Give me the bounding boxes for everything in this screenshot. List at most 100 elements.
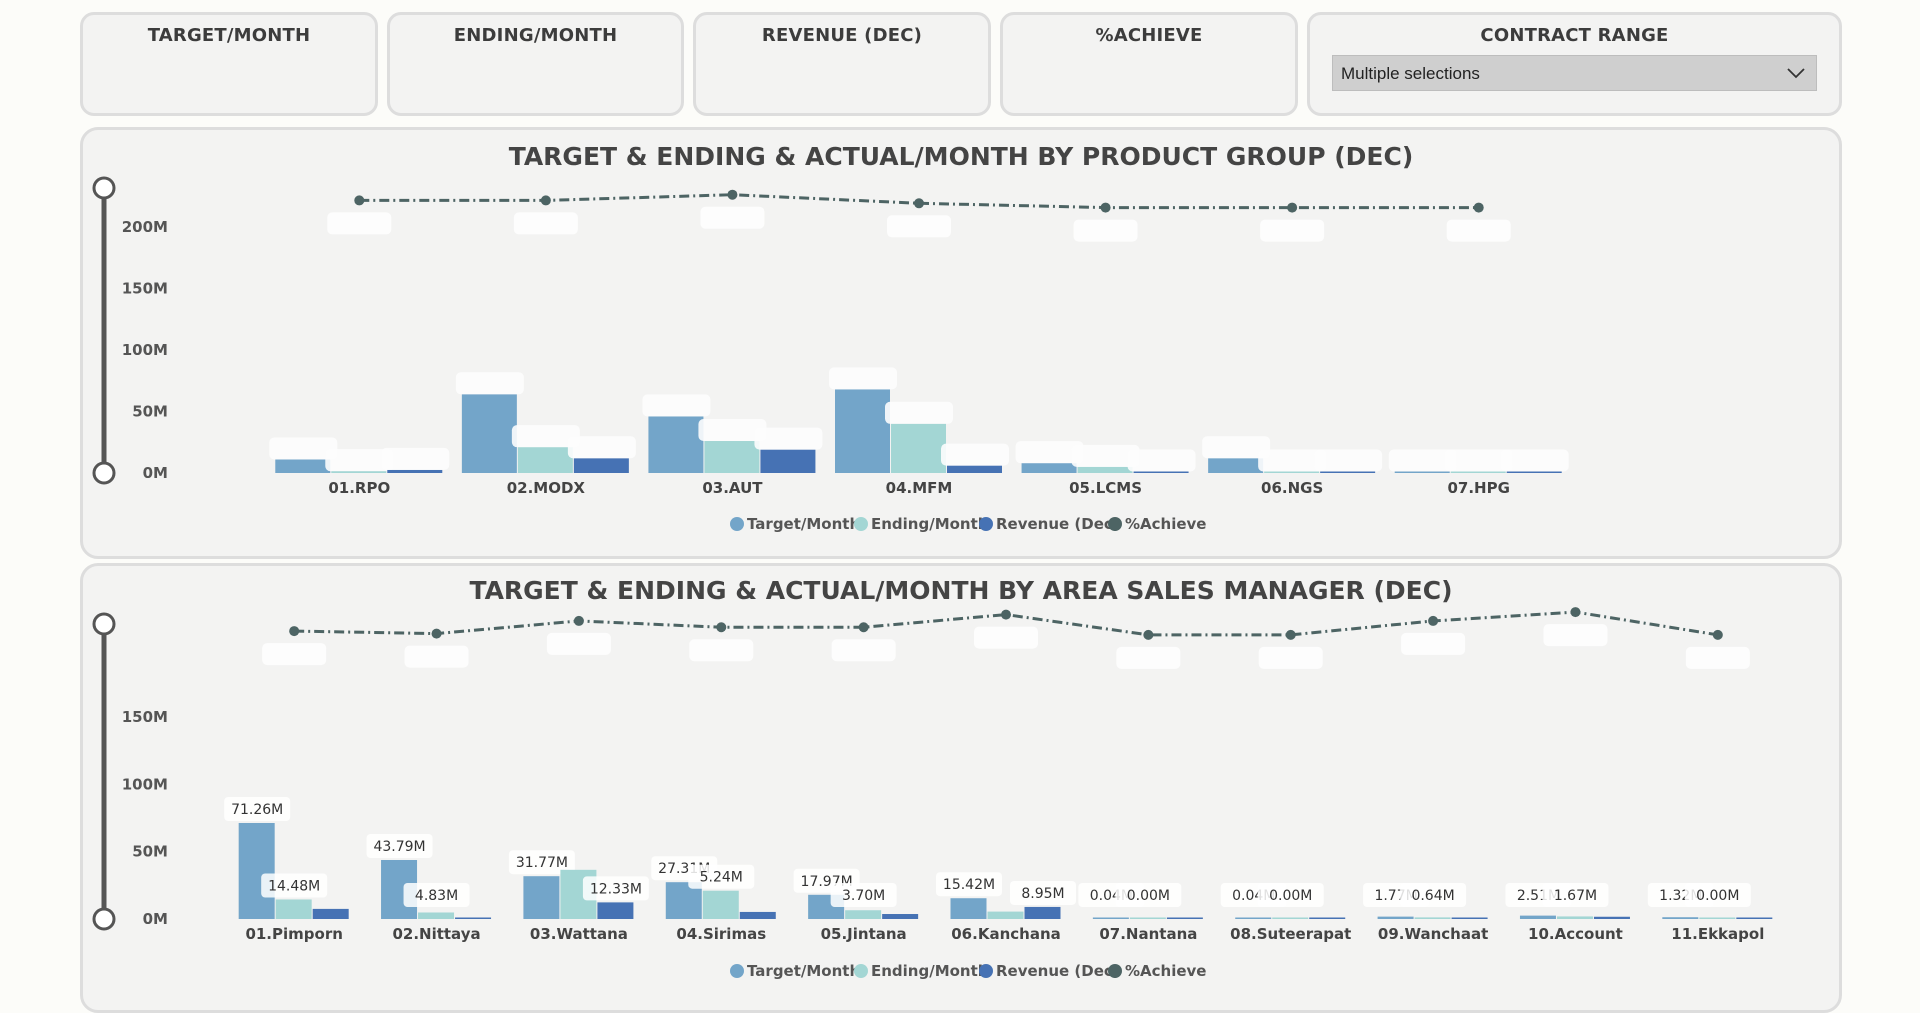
bar-ending-month[interactable]	[987, 911, 1024, 919]
bar-target-month[interactable]	[1662, 917, 1699, 919]
bar-revenue-dec-[interactable]	[387, 469, 443, 473]
legend-marker	[730, 964, 744, 978]
bar-revenue-dec-[interactable]	[739, 911, 776, 919]
data-label: 31.77M	[516, 855, 568, 871]
data-label: 0.00M	[1696, 888, 1739, 904]
achieve-point[interactable]	[573, 615, 584, 626]
bar-target-month[interactable]	[835, 389, 890, 473]
achieve-point[interactable]	[540, 195, 551, 206]
bar-target-month[interactable]	[1377, 916, 1414, 919]
bar-target-month[interactable]	[950, 898, 987, 919]
achieve-point[interactable]	[1100, 202, 1111, 213]
data-label: 14.48M	[268, 878, 320, 894]
achieve-label-placeholder	[689, 639, 754, 662]
bar-revenue-dec-[interactable]	[312, 908, 349, 919]
achieve-point[interactable]	[431, 628, 442, 639]
achieve-point[interactable]	[1712, 629, 1723, 640]
bar-revenue-dec-[interactable]	[455, 917, 492, 920]
bar-ending-month[interactable]	[1129, 917, 1166, 920]
achieve-line[interactable]	[294, 610, 1719, 637]
bar-revenue-dec-[interactable]	[760, 449, 816, 473]
data-label-placeholder	[1071, 444, 1140, 467]
bar-ending-month[interactable]	[517, 447, 573, 473]
bar-target-month[interactable]	[1235, 917, 1272, 920]
achieve-point[interactable]	[716, 622, 727, 633]
zoom-slider-handle-top[interactable]	[92, 176, 116, 200]
bar-revenue-dec-[interactable]	[1506, 471, 1562, 474]
bar-ending-month[interactable]	[1556, 916, 1593, 919]
legend-label: Target/Month	[747, 515, 860, 533]
achieve-point[interactable]	[1473, 202, 1484, 213]
x-axis-category-label: 02.Nittaya	[392, 925, 480, 943]
data-label-bg	[688, 864, 755, 889]
data-label-placeholder	[642, 394, 711, 417]
zoom-slider-handle-bottom[interactable]	[92, 907, 116, 931]
achieve-point[interactable]	[354, 195, 365, 206]
bar-ending-month[interactable]	[331, 471, 387, 473]
bar-revenue-dec-[interactable]	[882, 914, 919, 919]
bar-revenue-dec-[interactable]	[1320, 471, 1376, 474]
bar-target-month[interactable]	[1208, 458, 1264, 473]
data-label-bg	[1115, 883, 1182, 907]
bar-ending-month[interactable]	[845, 910, 882, 919]
bar-revenue-dec-[interactable]	[1133, 471, 1189, 474]
x-axis-category-label: 08.Suteerapat	[1230, 925, 1351, 943]
bar-revenue-dec-[interactable]	[1736, 917, 1773, 920]
bar-target-month[interactable]	[1092, 917, 1129, 920]
bar-target-month[interactable]	[461, 394, 517, 473]
achieve-point[interactable]	[1001, 609, 1011, 620]
data-label-bg	[936, 872, 1002, 897]
achieve-point[interactable]	[1428, 615, 1439, 626]
achieve-label-placeholder	[831, 639, 896, 662]
achieve-label-placeholder	[327, 212, 392, 235]
y-axis-tick-label: 200M	[122, 218, 168, 236]
bar-target-month[interactable]	[275, 459, 331, 473]
bar-target-month[interactable]	[1021, 463, 1077, 473]
bar-ending-month[interactable]	[275, 899, 312, 919]
bar-ending-month[interactable]	[704, 441, 760, 473]
achieve-point[interactable]	[858, 622, 869, 633]
bar-revenue-dec-[interactable]	[1166, 917, 1203, 920]
bar-target-month[interactable]	[648, 416, 704, 473]
bar-ending-month[interactable]	[702, 890, 739, 919]
achieve-point[interactable]	[727, 189, 738, 200]
bar-target-month[interactable]	[523, 876, 560, 919]
legend-marker	[730, 517, 744, 531]
bar-ending-month[interactable]	[1450, 471, 1506, 474]
data-label: 5.24M	[700, 870, 743, 886]
zoom-slider-handle-top[interactable]	[92, 612, 116, 636]
data-label-placeholder	[1314, 449, 1383, 472]
y-axis-tick-label: 0M	[143, 464, 168, 482]
bar-ending-month[interactable]	[1272, 917, 1309, 920]
bar-revenue-dec-[interactable]	[573, 458, 629, 473]
achieve-point[interactable]	[1570, 607, 1581, 618]
data-label-bg	[1542, 883, 1609, 907]
bar-revenue-dec-[interactable]	[597, 902, 634, 919]
bar-ending-month[interactable]	[891, 423, 946, 473]
bar-revenue-dec-[interactable]	[1593, 916, 1630, 919]
achieve-point[interactable]	[914, 198, 924, 209]
bar-ending-month[interactable]	[1077, 466, 1133, 473]
contract-range-dropdown[interactable]: Multiple selections	[1332, 55, 1817, 91]
zoom-slider-handle-bottom[interactable]	[92, 461, 116, 485]
bar-target-month[interactable]	[1394, 471, 1450, 474]
legend-label: Ending/Month	[871, 515, 988, 533]
bar-ending-month[interactable]	[418, 912, 455, 919]
bar-revenue-dec-[interactable]	[1024, 906, 1061, 919]
bar-revenue-dec-[interactable]	[947, 465, 1002, 473]
achieve-point[interactable]	[1285, 629, 1296, 640]
bar-revenue-dec-[interactable]	[1451, 917, 1488, 920]
bar-revenue-dec-[interactable]	[1309, 917, 1346, 920]
achieve-point[interactable]	[289, 626, 300, 637]
bar-ending-month[interactable]	[1264, 471, 1320, 474]
bar-ending-month[interactable]	[1414, 917, 1451, 919]
data-label-placeholder	[941, 443, 1009, 466]
bar-target-month[interactable]	[238, 822, 275, 919]
bar-target-month[interactable]	[1519, 915, 1556, 919]
achieve-point[interactable]	[1287, 202, 1298, 213]
data-label: 8.95M	[1021, 886, 1064, 902]
bar-ending-month[interactable]	[1699, 917, 1736, 920]
achieve-point[interactable]	[1143, 629, 1154, 640]
data-label: 3.70M	[842, 888, 885, 904]
contract-range-value: Multiple selections	[1341, 64, 1480, 83]
